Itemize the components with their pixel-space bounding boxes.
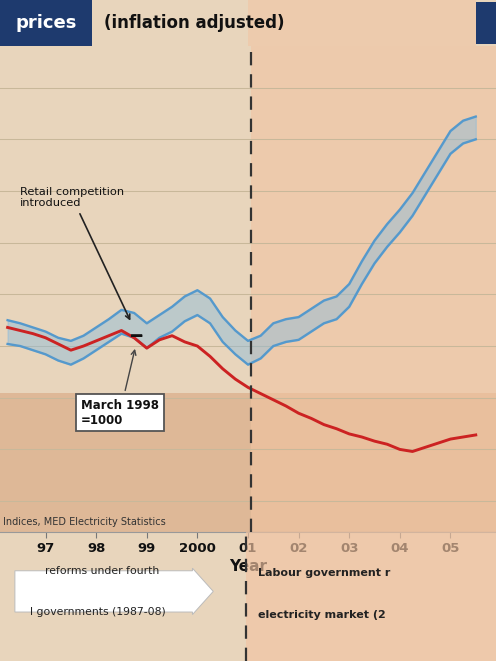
FancyBboxPatch shape	[248, 0, 476, 46]
X-axis label: Year: Year	[229, 559, 267, 574]
Text: Retail competition
introduced: Retail competition introduced	[20, 187, 130, 319]
FancyBboxPatch shape	[246, 532, 496, 661]
Text: Labour government r: Labour government r	[258, 568, 390, 578]
Text: electricity market (2: electricity market (2	[258, 609, 386, 619]
FancyBboxPatch shape	[476, 2, 496, 44]
FancyBboxPatch shape	[0, 0, 92, 46]
FancyArrow shape	[15, 568, 213, 615]
Text: l governments (1987-08): l governments (1987-08)	[30, 607, 166, 617]
Text: (inflation adjusted): (inflation adjusted)	[104, 14, 285, 32]
Bar	[250, 46, 496, 532]
Text: Indices, MED Electricity Statistics: Indices, MED Electricity Statistics	[2, 517, 165, 527]
Text: prices: prices	[15, 14, 76, 32]
Text: March 1998
=1000: March 1998 =1000	[81, 350, 159, 426]
Text: reforms under fourth: reforms under fourth	[45, 566, 159, 576]
